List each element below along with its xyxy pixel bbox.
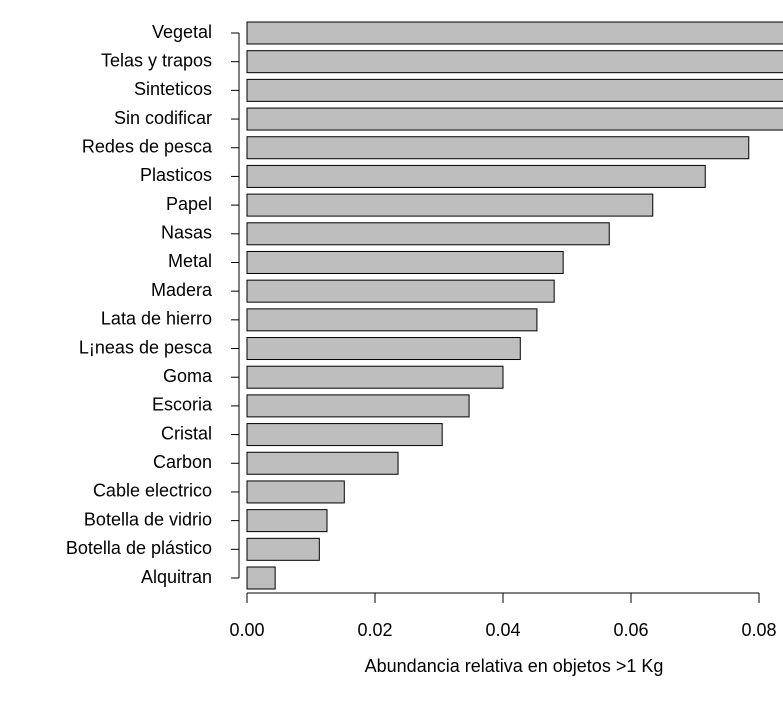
y-tick-label: Goma [163, 366, 213, 386]
bar [246, 451, 399, 475]
bar [246, 423, 443, 447]
bar [246, 480, 345, 504]
bar [246, 566, 276, 590]
bar [246, 537, 320, 561]
x-tick-label: 0.06 [613, 620, 648, 640]
y-tick-label: Sin codificar [114, 108, 212, 128]
y-tick-label: L¡neas de pesca [79, 337, 213, 357]
y-tick-label: Nasas [161, 223, 212, 243]
bar [246, 279, 555, 303]
y-tick-label: Botella de plástico [66, 538, 212, 558]
y-tick-label: Sinteticos [134, 79, 212, 99]
y-tick-label: Telas y trapos [101, 50, 212, 70]
x-axis-label: Abundancia relativa en objetos >1 Kg [365, 656, 664, 676]
bar [246, 509, 328, 533]
y-tick-label: Papel [166, 194, 212, 214]
y-tick-label: Carbon [153, 452, 212, 472]
bar [246, 193, 654, 217]
bar [246, 78, 783, 102]
y-tick-label: Vegetal [152, 22, 212, 42]
y-tick-label: Metal [168, 251, 212, 271]
bar [246, 222, 610, 246]
bar [246, 337, 521, 361]
y-tick-label: Lata de hierro [101, 309, 212, 329]
y-tick-label: Escoria [152, 395, 213, 415]
y-tick-label: Botella de vidrio [84, 509, 212, 529]
y-tick-label: Madera [151, 280, 213, 300]
y-tick-label: Plasticos [140, 165, 212, 185]
x-tick-label: 0.04 [485, 620, 520, 640]
bar [246, 21, 783, 45]
y-tick-label: Cristal [161, 423, 212, 443]
y-tick-label: Alquitran [141, 567, 212, 587]
y-tick-label: Cable electrico [93, 481, 212, 501]
bar [246, 50, 783, 74]
y-tick-label: Redes de pesca [82, 136, 213, 156]
bar [246, 308, 538, 332]
bar [246, 164, 706, 188]
x-tick-label: 0.08 [741, 620, 776, 640]
bar [246, 250, 564, 274]
bar [246, 136, 750, 160]
bar [246, 394, 470, 418]
bar [246, 107, 783, 131]
x-tick-label: 0.02 [357, 620, 392, 640]
x-tick-label: 0.00 [229, 620, 264, 640]
bar [246, 365, 504, 389]
